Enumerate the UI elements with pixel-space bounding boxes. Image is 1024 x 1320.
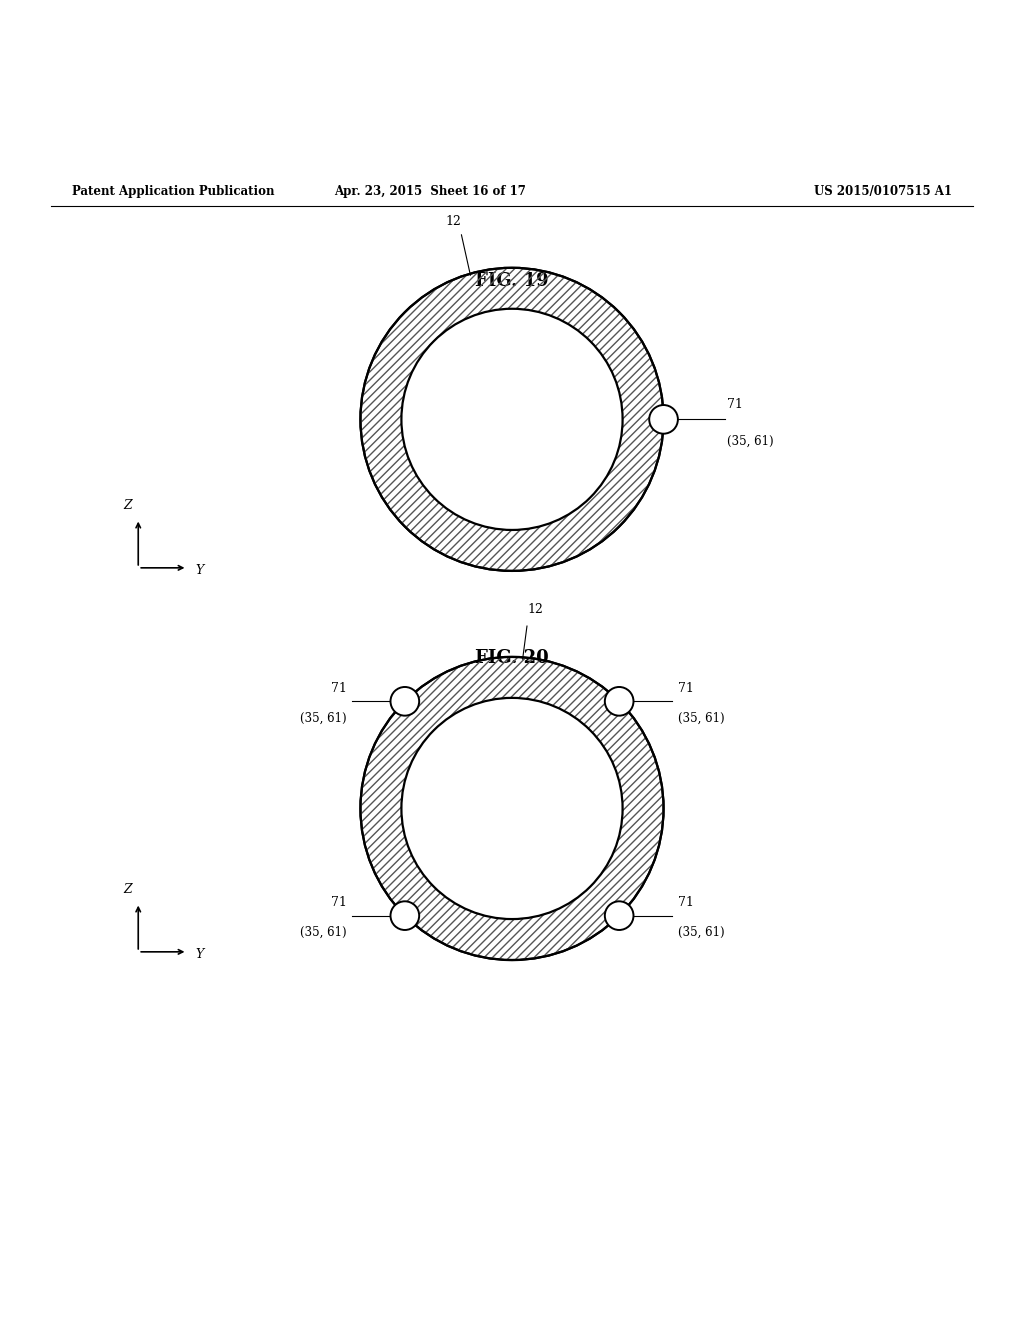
Text: Patent Application Publication: Patent Application Publication: [72, 185, 274, 198]
Text: US 2015/0107515 A1: US 2015/0107515 A1: [814, 185, 952, 198]
Text: (35, 61): (35, 61): [727, 434, 774, 447]
Text: (35, 61): (35, 61): [300, 711, 346, 725]
Circle shape: [390, 686, 419, 715]
Text: Z: Z: [124, 883, 132, 895]
Text: 71: 71: [331, 682, 346, 696]
Text: FIG. 20: FIG. 20: [475, 649, 549, 667]
Text: 12: 12: [445, 215, 462, 228]
Text: 71: 71: [678, 682, 693, 696]
Circle shape: [605, 686, 634, 715]
Text: 71: 71: [727, 399, 743, 411]
Text: 71: 71: [678, 896, 693, 909]
Text: (35, 61): (35, 61): [300, 925, 346, 939]
Text: (35, 61): (35, 61): [678, 711, 724, 725]
Text: Y: Y: [196, 565, 204, 577]
Text: Apr. 23, 2015  Sheet 16 of 17: Apr. 23, 2015 Sheet 16 of 17: [334, 185, 526, 198]
Text: 71: 71: [331, 896, 346, 909]
Text: FIG. 19: FIG. 19: [475, 272, 549, 290]
Circle shape: [649, 405, 678, 434]
Text: Z: Z: [124, 499, 132, 512]
Text: 12: 12: [527, 603, 544, 616]
Circle shape: [360, 657, 664, 960]
Text: Y: Y: [196, 948, 204, 961]
Text: (35, 61): (35, 61): [678, 925, 724, 939]
Circle shape: [390, 902, 419, 931]
Circle shape: [605, 902, 634, 931]
Circle shape: [401, 698, 623, 919]
Circle shape: [360, 268, 664, 572]
Circle shape: [401, 309, 623, 529]
